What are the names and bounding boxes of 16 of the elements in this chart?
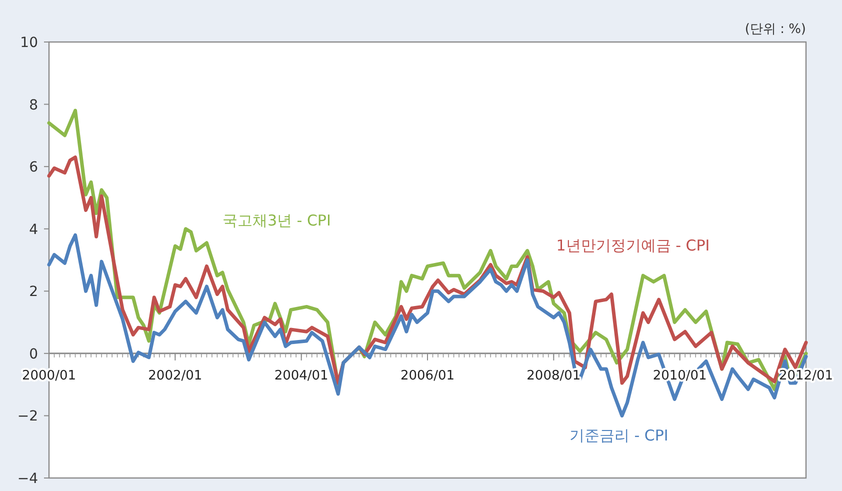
y-tick-label: −2 <box>17 408 38 425</box>
y-tick-label: 10 <box>20 35 38 51</box>
series-label: 1년만기정기예금 - CPI <box>556 236 710 255</box>
x-tick-label: 2000/01 <box>22 368 76 384</box>
y-tick-label: 4 <box>29 222 38 238</box>
series-label: 기준금리 - CPI <box>569 426 668 445</box>
y-tick-label: 6 <box>29 160 38 176</box>
series-label: 국고채3년 - CPI <box>222 212 331 230</box>
x-tick-label: 2004/01 <box>274 368 328 384</box>
x-tick-label: 2006/01 <box>400 368 455 384</box>
y-tick-label: 0 <box>29 346 38 362</box>
y-tick-label: 8 <box>29 97 38 114</box>
y-tick-label: −4 <box>17 471 38 487</box>
text: (단위 : %) <box>744 22 806 37</box>
y-tick-label: 2 <box>29 284 38 300</box>
x-tick-label: 2002/01 <box>148 368 202 384</box>
